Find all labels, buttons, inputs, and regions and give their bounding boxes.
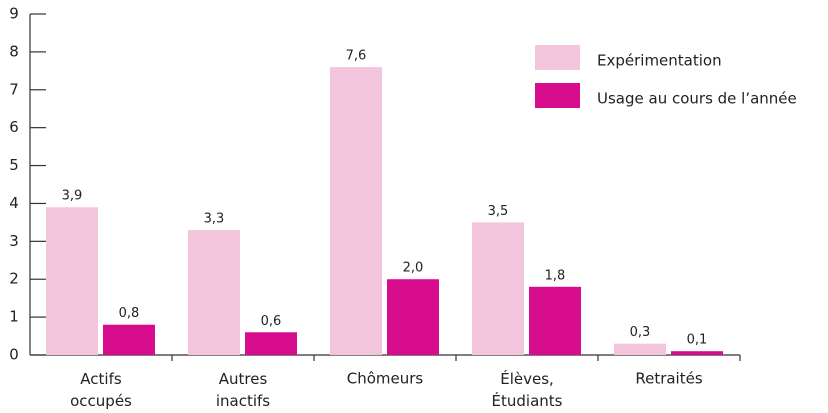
y-tick-label: 0: [9, 346, 19, 364]
legend-label: Usage au cours de l’année: [597, 90, 797, 108]
x-tick-label: Élèves, Étudiants: [492, 369, 563, 410]
bar: [245, 332, 297, 355]
x-tick-label: Chômeurs: [347, 370, 424, 388]
value-label: 3,3: [204, 211, 225, 226]
bar: [330, 67, 382, 356]
y-tick-label: 1: [9, 308, 19, 326]
bar: [529, 286, 581, 355]
y-tick-label: 2: [9, 270, 19, 288]
value-label: 0,6: [261, 314, 282, 329]
x-tick-label: Retraités: [635, 370, 702, 388]
bar: [671, 351, 723, 355]
legend-label: Expérimentation: [597, 52, 722, 70]
x-tick-label: Actifs occupés: [70, 370, 132, 410]
y-tick-label: 3: [9, 232, 19, 250]
value-label: 3,9: [62, 189, 83, 204]
value-label: 0,8: [119, 306, 140, 321]
y-tick-label: 9: [9, 5, 19, 23]
x-tick-label: Autres inactifs: [216, 370, 270, 410]
y-tick-label: 6: [9, 118, 19, 136]
legend-swatch: [535, 83, 580, 108]
bar: [46, 207, 98, 355]
bar: [387, 279, 439, 355]
bar: [103, 324, 155, 355]
value-label: 1,8: [545, 268, 566, 283]
value-label: 0,1: [687, 333, 708, 348]
legend-swatch: [535, 45, 580, 70]
value-label: 2,0: [403, 261, 424, 276]
y-tick-label: 7: [9, 80, 19, 98]
bar: [472, 222, 524, 355]
bar: [614, 343, 666, 355]
bar: [188, 229, 240, 355]
y-tick-label: 4: [9, 194, 19, 212]
value-label: 3,5: [488, 204, 509, 219]
y-tick-label: 8: [9, 42, 19, 60]
y-tick-label: 5: [9, 156, 19, 174]
value-label: 7,6: [346, 49, 367, 64]
value-label: 0,3: [630, 325, 651, 340]
